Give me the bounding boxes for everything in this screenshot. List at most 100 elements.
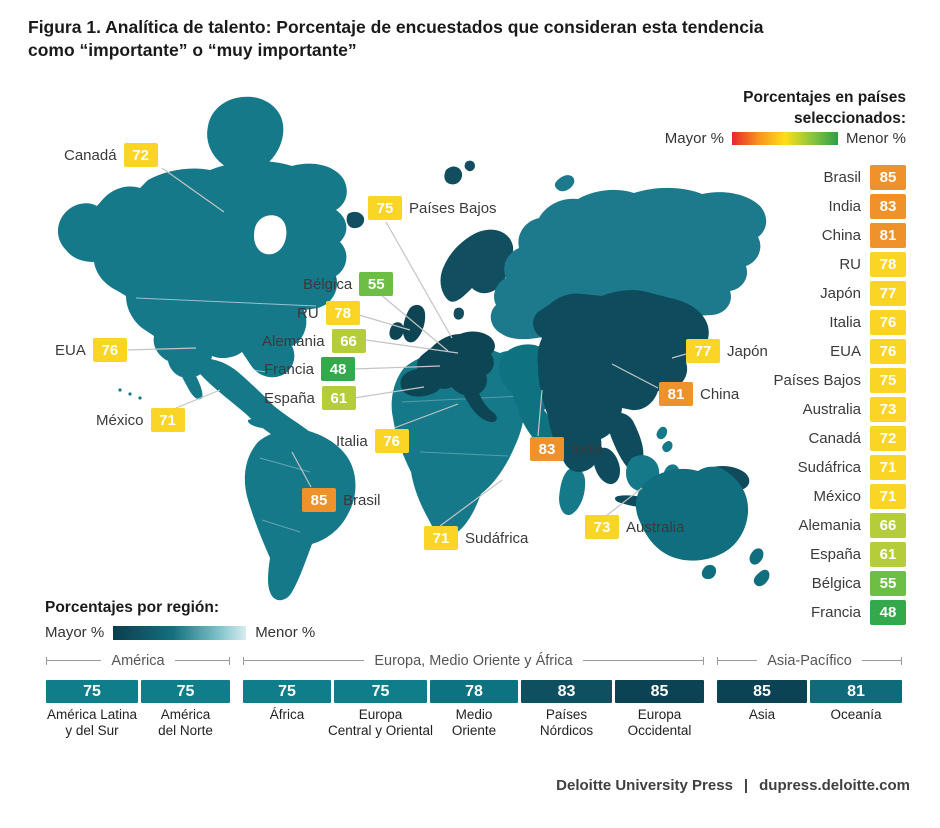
country-value-badge: 61 <box>321 386 356 410</box>
region-cell-asia: 85 Asia <box>717 680 807 722</box>
map-label-espana: España 61 <box>264 386 356 410</box>
region-cell-oceania: 81 Oceanía <box>810 680 902 722</box>
map-label-japon: 77 Japón <box>686 339 768 363</box>
region-label-line1: África <box>269 707 305 722</box>
country-value-badge: 48 <box>870 600 906 625</box>
country-name: Canadá <box>808 430 861 447</box>
country-name: España <box>810 546 861 563</box>
scale-label-mayor: Mayor % <box>45 624 105 641</box>
bracket-tick <box>243 656 244 665</box>
map-region-australia <box>635 466 749 561</box>
country-name: RU <box>297 304 319 322</box>
region-cell-america-del-norte: 75 América del Norte <box>141 680 230 738</box>
region-label: Medio Oriente <box>452 707 496 739</box>
map-borders-africa <box>401 395 523 457</box>
scale-label-menor: Menor % <box>255 624 316 641</box>
map-region-asia <box>533 290 709 472</box>
region-cell-africa: 75 África <box>243 680 331 722</box>
map-region-korea <box>646 347 660 366</box>
bracket-line <box>582 660 704 661</box>
country-name: China <box>700 385 740 403</box>
bracket-line <box>47 660 102 661</box>
country-name: EUA <box>830 343 861 360</box>
region-label: Europa Occidental <box>628 707 692 739</box>
map-label-francia: Francia 48 <box>264 357 356 381</box>
country-value-badge: 72 <box>870 426 906 451</box>
region-value: 85 <box>615 680 704 703</box>
map-svalbard <box>444 160 475 185</box>
map-hawaii <box>128 392 132 396</box>
map-novaya-zemlya <box>554 175 575 192</box>
country-value-badge: 66 <box>870 513 906 538</box>
map-region-north-america <box>57 161 347 378</box>
bracket-tick <box>703 656 705 665</box>
scale-label-mayor: Mayor % <box>664 130 724 147</box>
region-label: Europa Central y Oriental <box>328 707 433 739</box>
region-value: 85 <box>717 680 807 703</box>
footer-url: dupress.deloitte.com <box>759 777 910 794</box>
country-value-badge: 77 <box>686 339 720 363</box>
country-value-badge: 76 <box>870 310 906 335</box>
map-baja-california <box>177 359 203 400</box>
map-hawaii <box>118 388 122 392</box>
country-value-badge: 83 <box>530 437 564 461</box>
region-label-line1: América <box>160 707 211 722</box>
country-value-badge: 76 <box>870 339 906 364</box>
region-label-line1: Europa <box>637 707 682 722</box>
region-group-name: América <box>111 652 165 669</box>
country-value-badge: 48 <box>321 357 356 381</box>
country-scale-gradient <box>731 132 838 145</box>
list-item: China 81 <box>773 223 906 248</box>
list-item: RU 78 <box>773 252 906 277</box>
map-label-italia: Italia 76 <box>336 429 409 453</box>
map-region-united-kingdom <box>403 304 426 343</box>
region-label-line1: Asia <box>748 707 776 722</box>
country-name: Japón <box>727 342 768 360</box>
map-region-iceland <box>346 211 365 229</box>
map-label-brasil: 85 Brasil <box>302 488 381 512</box>
region-cell-medio-oriente: 78 Medio Oriente <box>430 680 518 738</box>
map-region-new-zealand <box>749 548 770 587</box>
list-item: Alemania 66 <box>773 513 906 538</box>
leader-lines <box>127 167 687 527</box>
region-cell-europa-central: 75 Europa Central y Oriental <box>328 680 433 738</box>
country-name: Países Bajos <box>409 199 497 217</box>
region-label-line1: América Latina <box>46 707 138 722</box>
region-label-line2: Oriente <box>451 722 497 738</box>
map-label-sudafrica: 71 Sudáfrica <box>424 526 528 550</box>
region-scale-gradient <box>113 625 247 640</box>
country-value-badge: 78 <box>870 252 906 277</box>
map-caribbean-islands <box>247 418 286 436</box>
region-label-line1: Medio <box>455 707 493 722</box>
country-value-badge: 61 <box>870 542 906 567</box>
country-value-badge: 55 <box>870 571 906 596</box>
country-legend-title-line2: seleccionados: <box>794 109 906 127</box>
region-label-line1: Países <box>545 707 588 722</box>
footer-publisher: Deloitte University Press <box>556 777 733 794</box>
map-label-belgica: Bélgica 55 <box>303 272 394 296</box>
country-legend-title-line1: Porcentajes en países <box>743 89 906 106</box>
country-name: India <box>828 198 861 215</box>
country-name: Australia <box>626 518 685 536</box>
region-value: 81 <box>810 680 902 703</box>
country-name: Bélgica <box>303 275 353 293</box>
country-list: Brasil 85 India 83 China 81 RU 78 Japón 77 It… <box>773 165 906 625</box>
region-label-line2: Nórdicos <box>539 722 594 738</box>
list-item: España 61 <box>773 542 906 567</box>
map-label-paises-bajos: 75 Países Bajos <box>368 196 497 220</box>
region-group-asia-pacifico: Asia-Pacífico <box>717 652 902 669</box>
bracket-tick <box>717 656 718 665</box>
map-label-india: 83 India <box>530 437 604 461</box>
scale-label-menor: Menor % <box>845 130 906 147</box>
region-value: 75 <box>141 680 230 703</box>
country-value-badge: 83 <box>870 194 906 219</box>
list-item: Australia 73 <box>773 397 906 422</box>
country-value-badge: 85 <box>870 165 906 190</box>
region-label-line2: del Norte <box>158 722 213 738</box>
map-label-australia: 73 Australia <box>585 515 684 539</box>
country-name: Sudáfrica <box>797 459 861 476</box>
country-name: Bélgica <box>811 575 861 592</box>
region-label: América del Norte <box>158 707 213 739</box>
region-value: 75 <box>46 680 138 703</box>
country-value-badge: 71 <box>870 455 906 480</box>
